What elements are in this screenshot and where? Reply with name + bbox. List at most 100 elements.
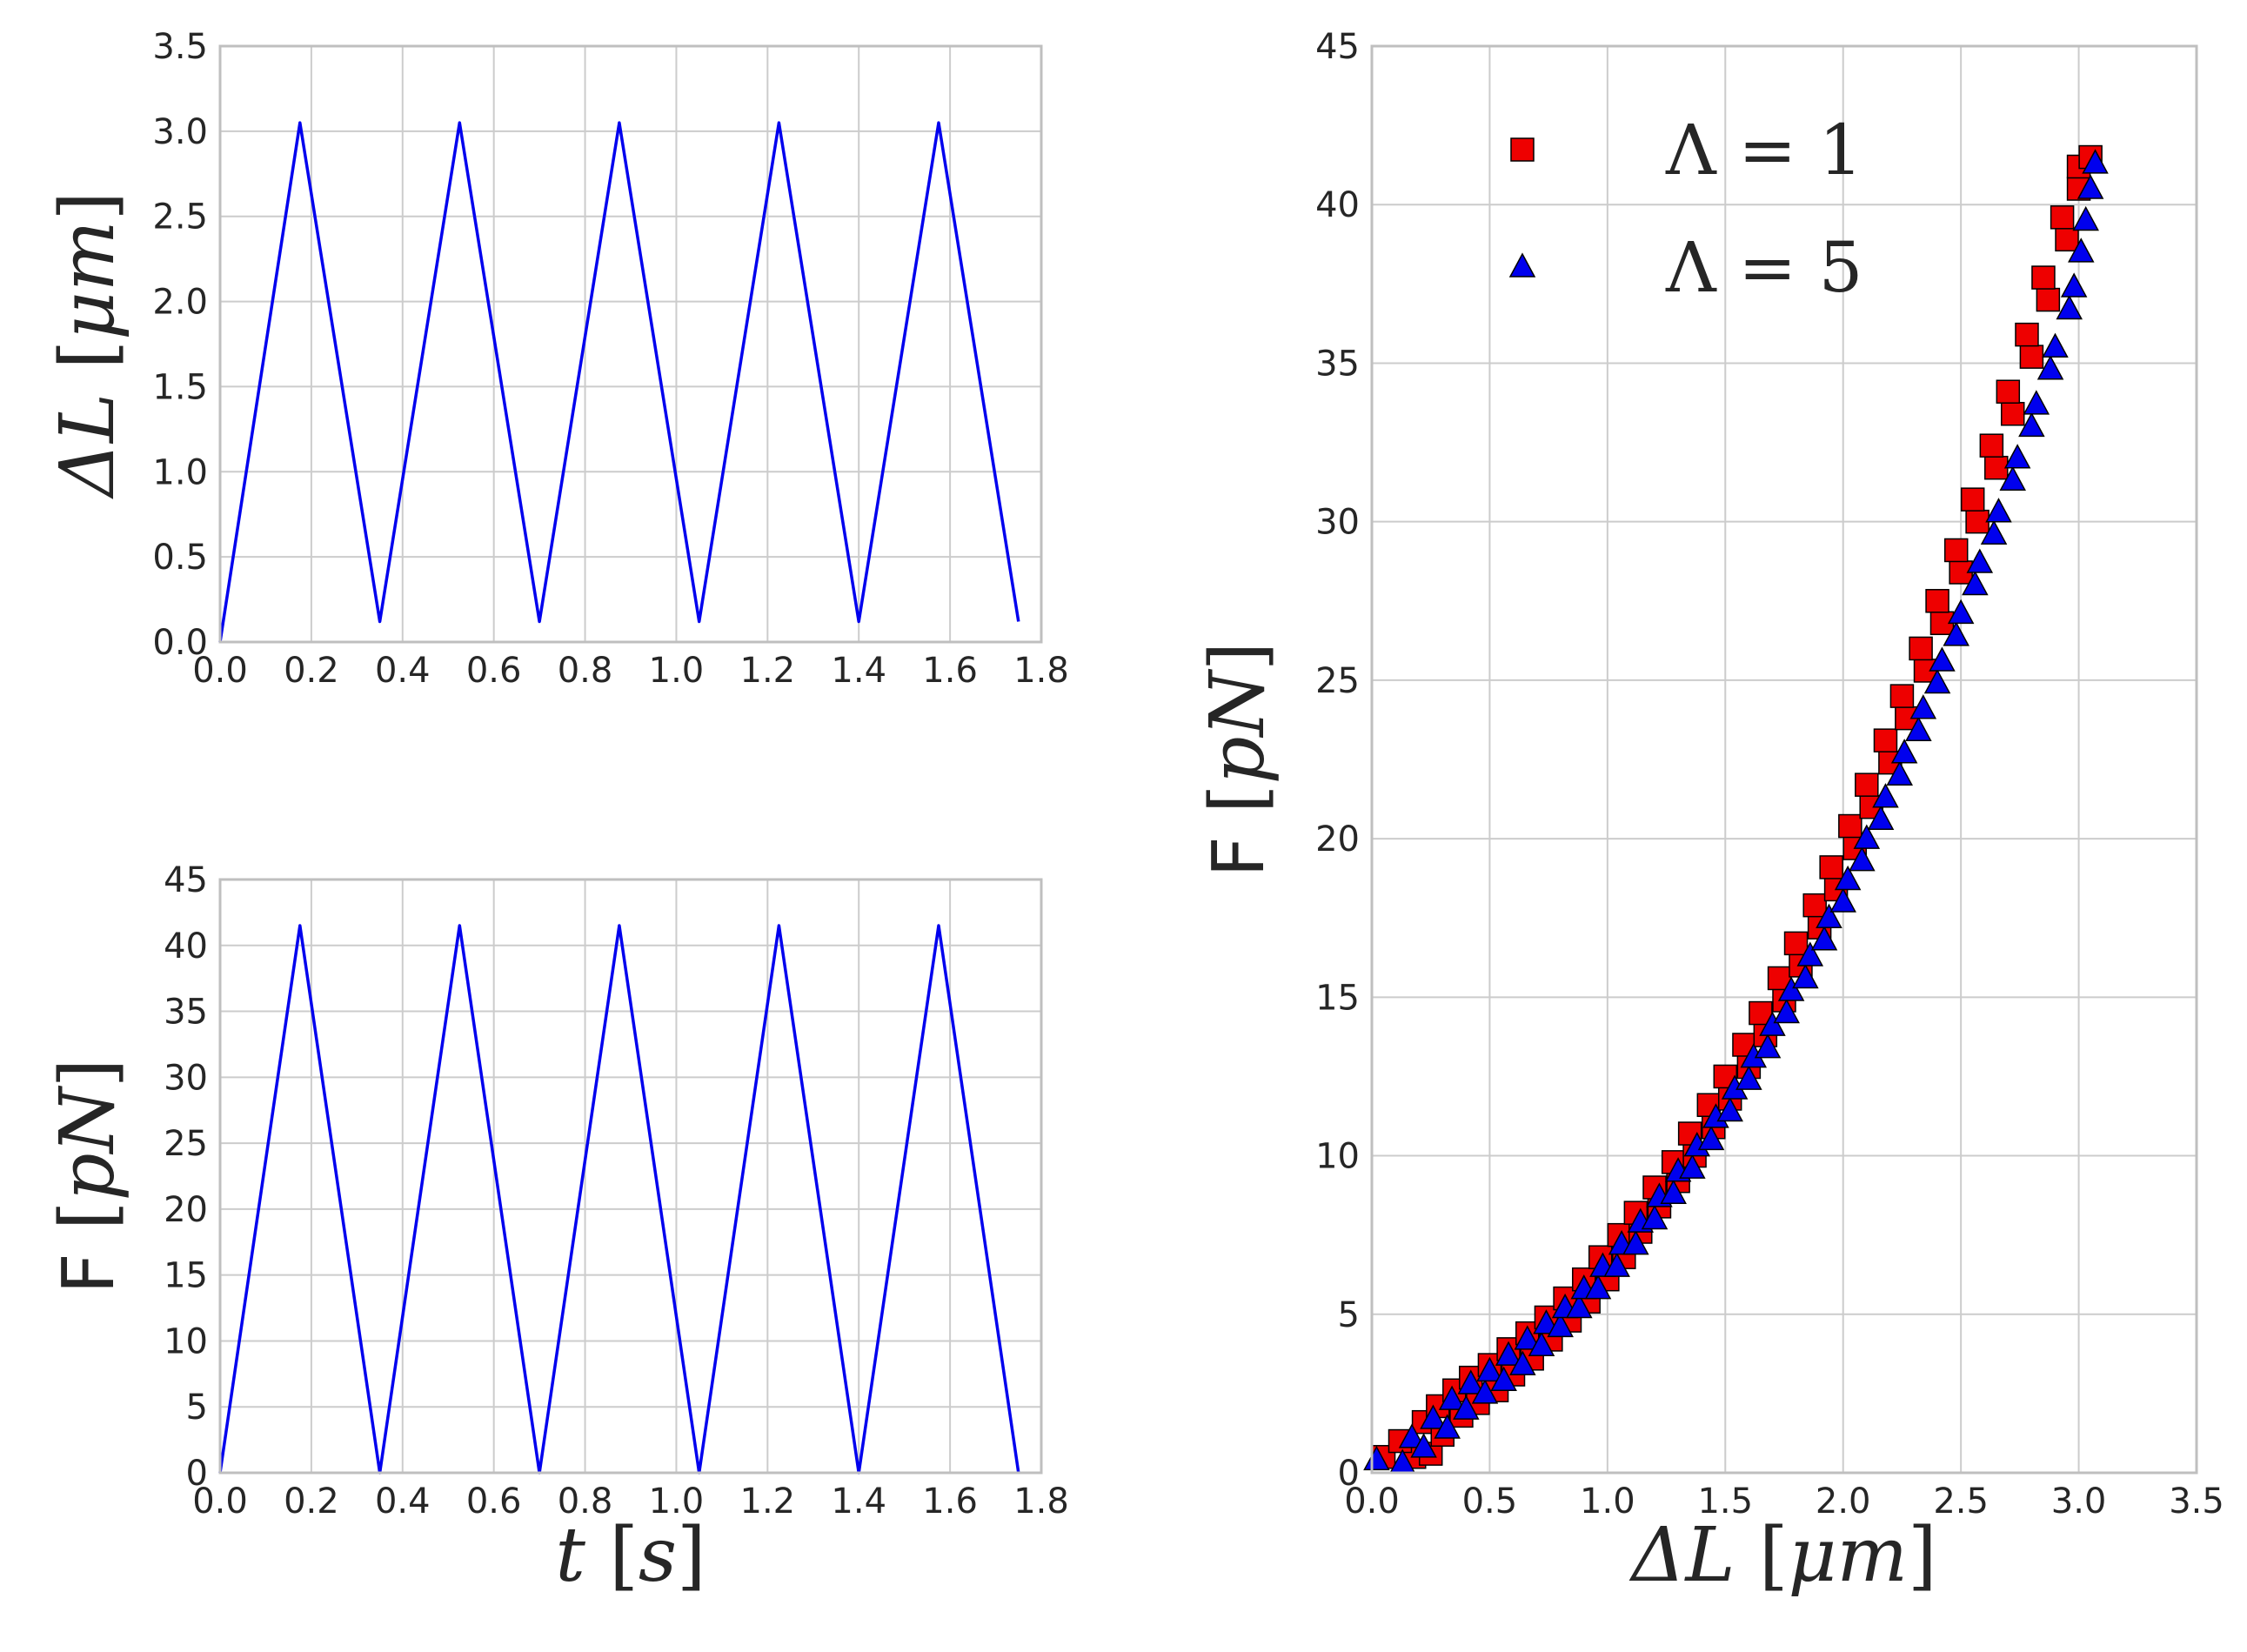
triangle-marker — [1985, 498, 2012, 523]
panel-dl-vs-t: 0.0 0.2 0.4 0.6 0.8 1.0 1.2 1.4 1.6 1.8 0.0 0.5 1.0 1… — [44, 27, 1069, 691]
triangle-marker — [1363, 1445, 1390, 1471]
square-marker — [1819, 855, 1843, 880]
triangle-marker — [1947, 599, 1975, 625]
x-tick-label: 1.0 — [649, 651, 705, 691]
triangle-marker — [1528, 1331, 1555, 1356]
triangle-marker — [1471, 1379, 1499, 1404]
triangle-marker — [2082, 149, 2109, 174]
square-marker — [2055, 227, 2079, 252]
triangle-marker — [1962, 570, 1989, 596]
y-tick-label: 3.0 — [152, 112, 208, 152]
square-marker — [1802, 893, 1827, 918]
triangle-marker — [2023, 390, 2050, 415]
y-tick-label: 0.0 — [152, 623, 208, 663]
triangle-marker — [1641, 1204, 1669, 1230]
triangle-marker — [1923, 668, 1951, 694]
y-tick-label: 20 — [1315, 819, 1360, 859]
x-tick-label: 0.6 — [466, 651, 522, 691]
axes-frame — [1370, 44, 2198, 1475]
triangle-marker — [1697, 1125, 1725, 1151]
square-marker — [1979, 433, 2004, 458]
square-marker — [1889, 684, 1915, 708]
y-tick-label: 15 — [164, 1256, 208, 1296]
panel-f-vs-dl: 0.0 0.5 1.0 1.5 2.0 2.5 3.0 3.5 0 5 10 15 20 25 30 35 40… — [1194, 27, 2224, 1599]
y-tick-label: 0.5 — [152, 538, 208, 578]
square-marker — [1996, 379, 2021, 404]
triangle-marker — [1509, 1350, 1536, 1375]
y-tick-label: 45 — [164, 860, 208, 900]
axes-frame — [218, 44, 1043, 644]
x-tick-label: 0.2 — [284, 651, 339, 691]
triangle-marker — [1398, 1423, 1426, 1448]
triangle-marker — [1905, 716, 1932, 741]
x-tick-label: 1.4 — [831, 651, 886, 691]
square-marker — [2015, 322, 2039, 347]
panel-f-vs-t: 0.0 0.2 0.4 0.6 0.8 1.0 1.2 1.4 1.6 1.8 0 5 10 15 20 25… — [44, 860, 1069, 1599]
triangle-marker — [1943, 621, 1969, 646]
triangle-marker — [2003, 444, 2031, 469]
x-tick-label: 0.6 — [466, 1481, 522, 1522]
triangle-marker — [1999, 465, 2026, 492]
y-tick-label: 20 — [164, 1190, 208, 1230]
square-marker — [1965, 509, 1990, 534]
triangle-marker — [1754, 1033, 1782, 1059]
x-tick-label: 1.5 — [1697, 1481, 1753, 1522]
triangle-marker — [2018, 411, 2045, 438]
y-tick-label: 5 — [1338, 1295, 1360, 1335]
triangle-marker — [1834, 865, 1862, 891]
y-axis-label: F [pN] — [1194, 642, 1281, 878]
y-tick-label: 25 — [1315, 661, 1360, 701]
x-tick-label: 3.0 — [2051, 1481, 2107, 1522]
triangle-marker — [1547, 1312, 1574, 1338]
square-marker — [1783, 931, 1809, 956]
y-tick-label: 35 — [164, 993, 208, 1033]
triangle-marker — [1777, 976, 1805, 1001]
x-tick-label: 1.2 — [740, 1481, 796, 1522]
triangle-marker — [1622, 1230, 1649, 1255]
series-line — [218, 121, 1020, 643]
x-tick-label: 1.2 — [740, 651, 796, 691]
x-tick-label: 1.4 — [831, 1481, 886, 1522]
triangle-marker — [2060, 272, 2088, 298]
triangle-marker — [1735, 1065, 1762, 1090]
triangle-marker — [1890, 739, 1918, 764]
triangle-marker — [1438, 1385, 1466, 1410]
x-tick-label: 0.5 — [1462, 1481, 1518, 1522]
triangle-marker — [1566, 1293, 1593, 1319]
legend-triangle-marker — [1508, 252, 1536, 278]
legend-label: Λ = 1 — [1665, 110, 1863, 191]
triangle-marker — [1796, 941, 1824, 966]
square-marker — [1984, 455, 2009, 480]
triangle-marker — [1716, 1096, 1743, 1122]
x-tick-label: 1.8 — [1013, 651, 1069, 691]
x-tick-label: 0.0 — [192, 651, 248, 691]
triangle-marker — [1679, 1154, 1706, 1179]
square-marker — [1960, 487, 1985, 512]
square-marker — [2036, 287, 2061, 312]
y-tick-label: 2.5 — [152, 197, 208, 237]
triangle-marker — [1476, 1356, 1503, 1382]
triangle-marker — [1584, 1274, 1612, 1300]
triangle-marker — [1909, 694, 1937, 719]
triangle-marker — [2036, 355, 2064, 380]
square-marker — [1855, 772, 1879, 797]
triangle-marker — [1434, 1414, 1461, 1439]
y-tick-label: 1.5 — [152, 367, 208, 407]
y-tick-label: 30 — [1315, 503, 1360, 543]
x-tick-label: 1.6 — [922, 651, 978, 691]
x-tick-label: 0.0 — [1344, 1481, 1400, 1522]
y-tick-label: 0 — [1338, 1454, 1360, 1494]
y-tick-label: 15 — [1315, 978, 1360, 1018]
square-marker — [1909, 636, 1933, 661]
legend-square-marker — [1510, 137, 1535, 162]
triangle-marker — [1453, 1395, 1480, 1420]
triangle-marker — [1853, 824, 1881, 849]
x-tick-label: 0.8 — [558, 1481, 613, 1522]
square-marker — [1873, 728, 1898, 752]
x-tick-label: 0.2 — [284, 1481, 339, 1522]
y-tick-label: 40 — [1315, 185, 1360, 225]
legend-label: Λ = 5 — [1665, 227, 1863, 308]
triangle-marker — [1810, 926, 1838, 951]
triangle-marker — [2072, 205, 2099, 231]
